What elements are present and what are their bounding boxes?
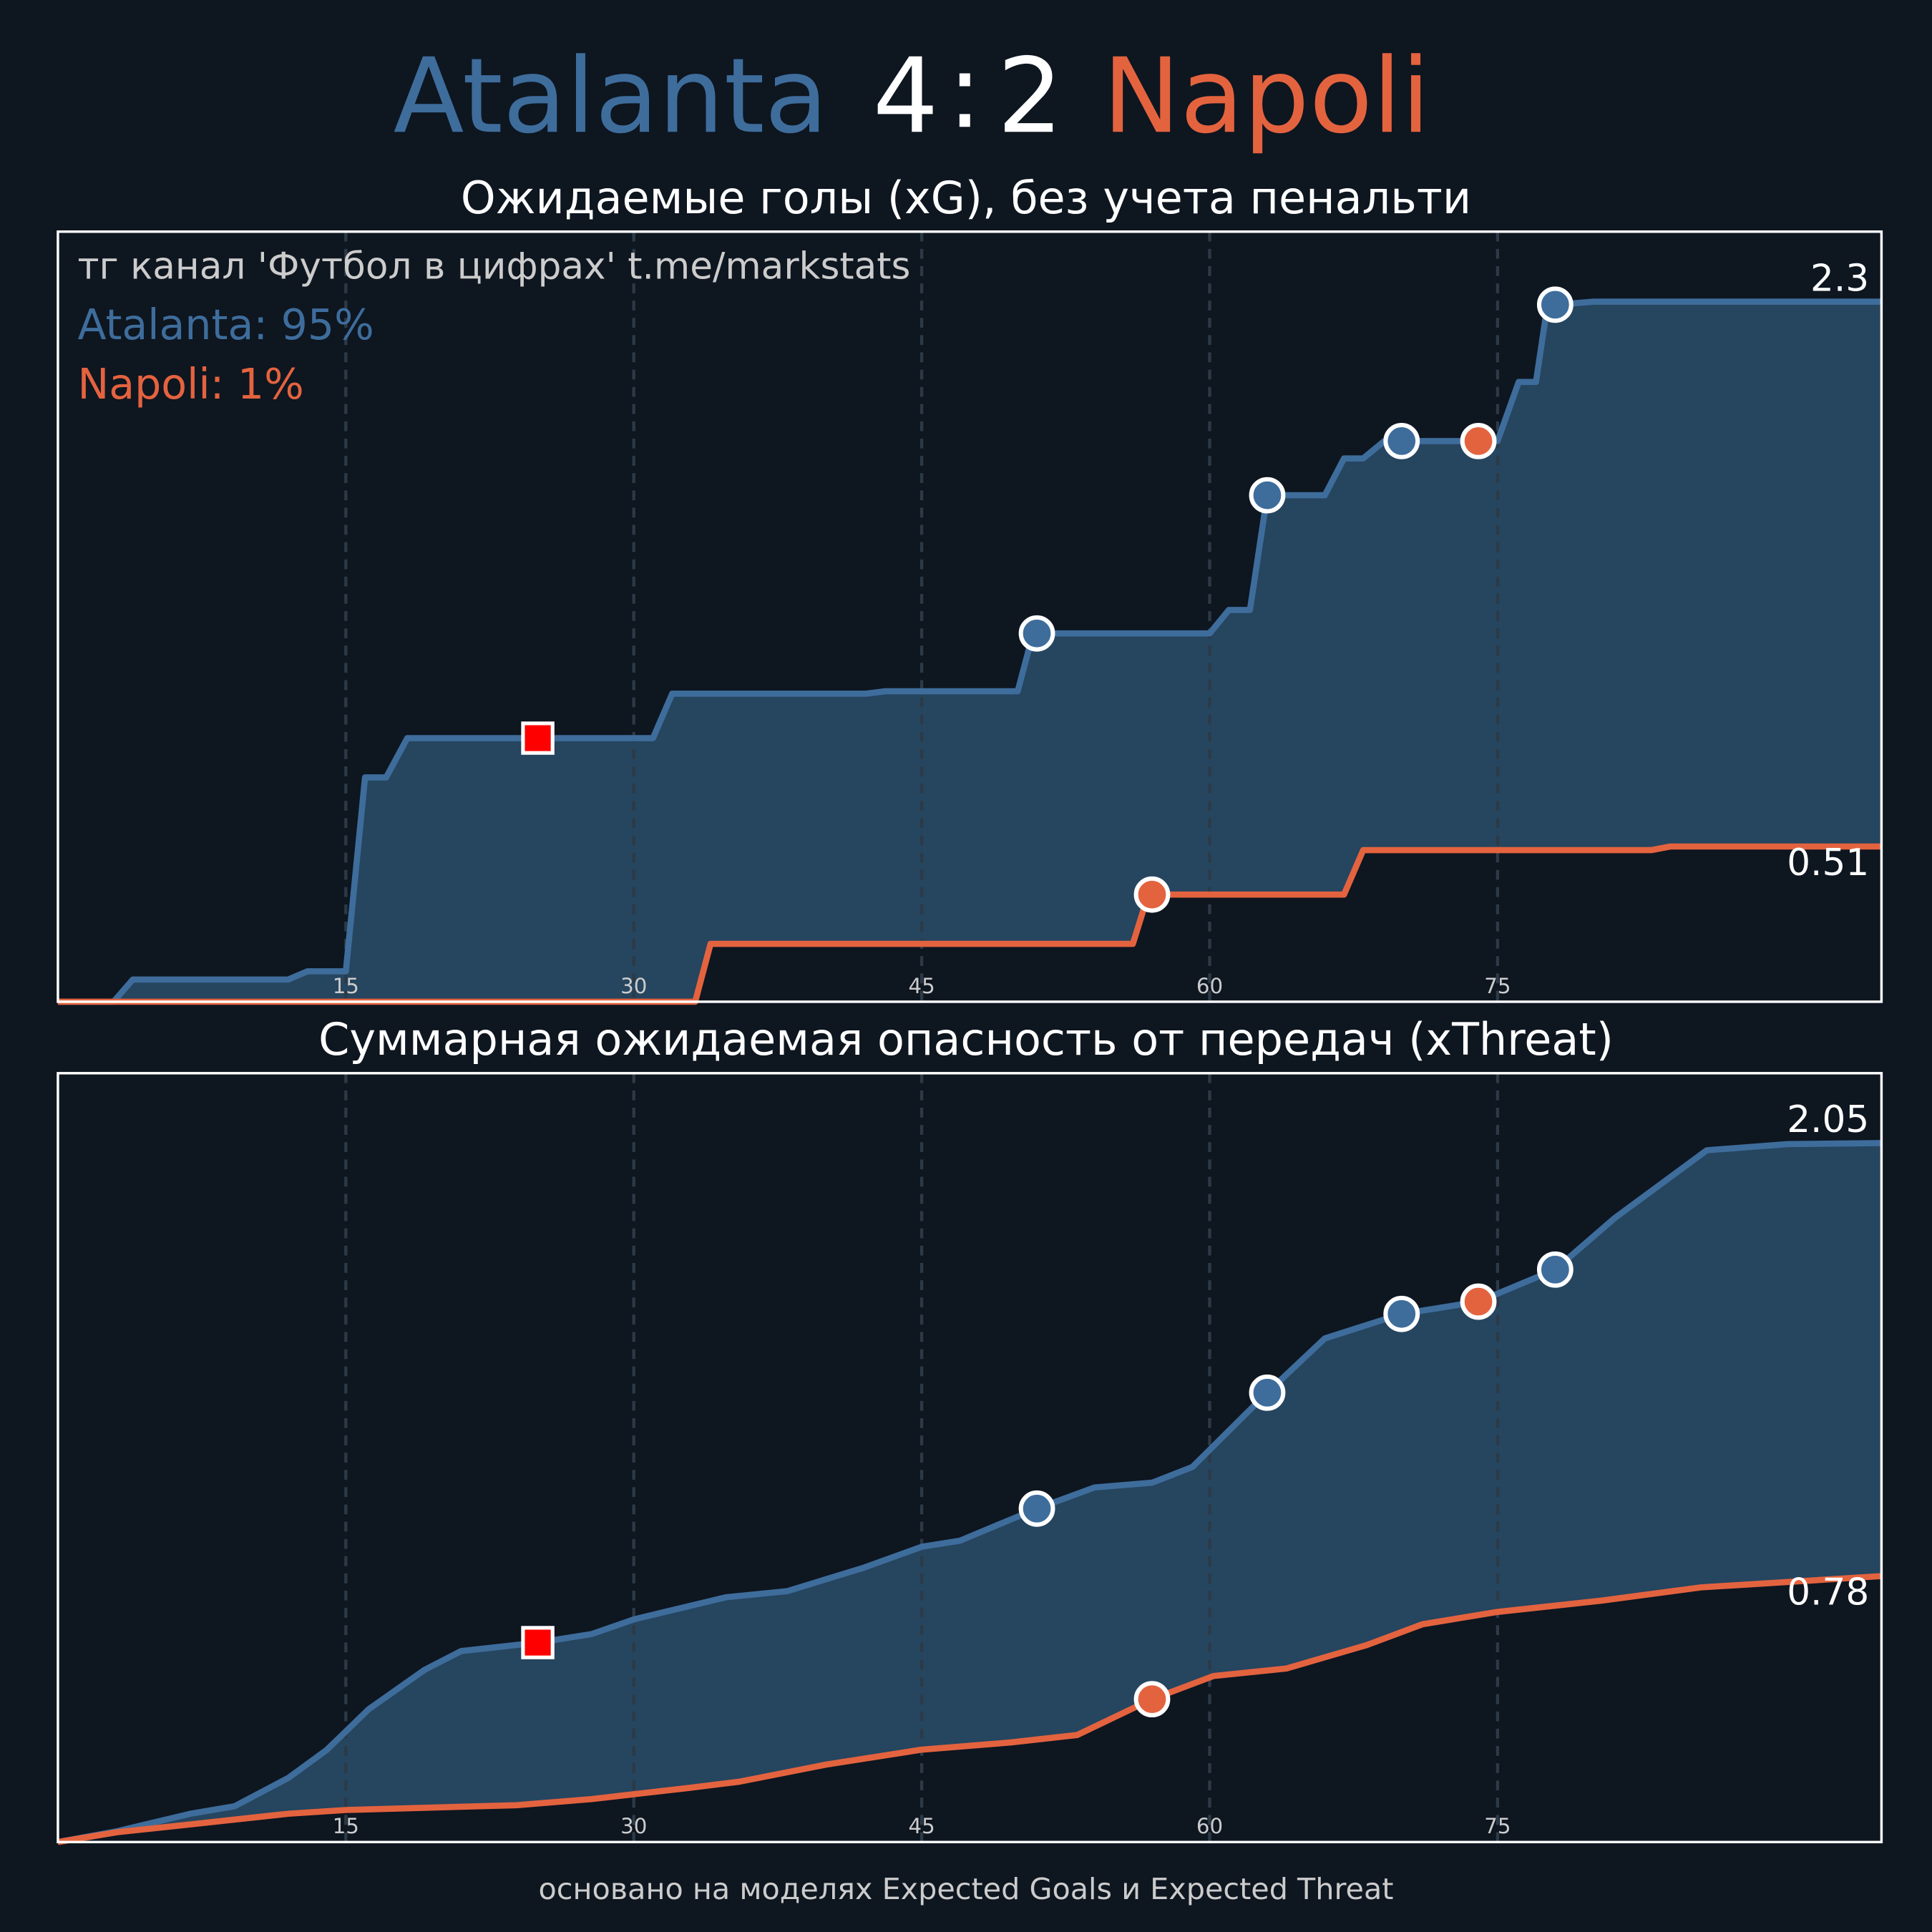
x-tick-label: 15 [333,1814,359,1838]
series-line [57,1573,1882,1845]
home-team: Atalanta [394,36,829,157]
x-tick-label: 15 [333,974,359,998]
series-line [57,843,1882,1005]
goal-marker [1249,477,1286,514]
goal-marker [1460,1283,1497,1320]
away-team: Napoli [1103,36,1430,157]
goal-marker [1460,422,1497,459]
x-tick-label: 75 [1484,1814,1511,1838]
legend-label: Napoli: 1% [77,360,303,409]
x-tick-label: 45 [908,1814,935,1838]
goal-marker [1383,422,1420,459]
score-separator: : [947,31,982,152]
goal-marker [1018,1490,1055,1527]
legend-label: Atalanta: 95% [77,301,374,349]
goal-marker [1018,615,1055,652]
goal-marker [1536,286,1574,323]
away-score: 2 [997,36,1063,157]
fill-between [57,1143,1882,1843]
goal-marker [1249,1374,1286,1411]
panel-frame [57,230,1883,1003]
end-value-label: 2.05 [1787,1098,1869,1141]
fill-between [57,301,1882,1002]
footer: основано на моделях Expected Goals и Exp… [539,1872,1394,1906]
x-tick-label: 60 [1196,974,1223,998]
end-value-label: 0.78 [1787,1571,1869,1614]
chart-title: Суммарная ожидаемая опасность от передач… [318,1013,1614,1065]
panel-frame [57,1072,1883,1844]
home-score: 4 [873,36,939,157]
goal-marker [1383,1295,1420,1332]
x-tick-label: 75 [1484,974,1511,998]
goal-marker [1133,876,1171,913]
series-line [57,298,1882,1005]
x-tick-label: 45 [908,974,935,998]
red-card-marker [521,1626,555,1659]
watermark: тг канал 'Футбол в цифрах' t.me/markstat… [77,245,910,288]
x-tick-label: 30 [620,1814,647,1838]
red-card-marker [521,721,555,755]
end-value-label: 2.3 [1810,257,1869,300]
x-tick-label: 60 [1196,1814,1223,1838]
goal-marker [1133,1681,1171,1718]
end-value-label: 0.51 [1787,841,1869,884]
chart-title: Ожидаемые голы (xG), без учета пенальти [461,172,1471,224]
x-tick-label: 30 [620,974,647,998]
goal-marker [1536,1251,1574,1288]
